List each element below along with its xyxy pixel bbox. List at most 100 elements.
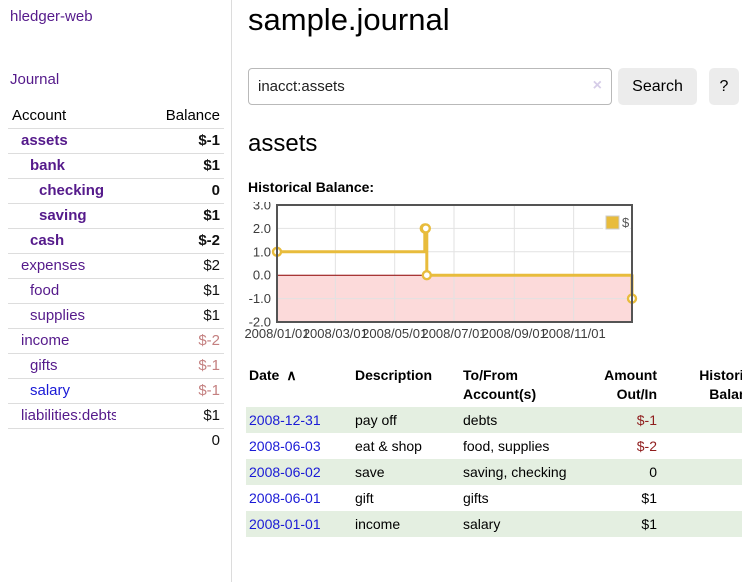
register-row: 2008-01-01 income salary $1 $1 xyxy=(246,511,742,537)
y-tick-label: 3.0 xyxy=(253,202,271,213)
accounts-header-row: Account Balance xyxy=(8,104,224,129)
sidebar: hledger-web Journal Account Balance asse… xyxy=(0,0,232,582)
account-row: liabilities:debts $1 xyxy=(8,403,224,429)
transaction-balance: $2 xyxy=(663,459,742,485)
clear-search-icon[interactable]: × xyxy=(592,77,602,94)
chart-title: Historical Balance: xyxy=(248,179,375,195)
account-balance: $-2 xyxy=(116,328,224,354)
account-link[interactable]: food xyxy=(30,282,60,299)
account-link[interactable]: checking xyxy=(39,182,105,199)
search-input-wrap: × xyxy=(248,68,612,105)
account-heading: assets xyxy=(248,130,318,157)
x-tick-label: 2008/09/01 xyxy=(482,326,547,341)
x-tick-label: 2008/07/01 xyxy=(421,326,486,341)
transaction-amount: $1 xyxy=(641,516,657,532)
search-button[interactable]: Search xyxy=(618,68,697,105)
account-row: cash $-2 xyxy=(8,228,224,254)
accounts-total-spacer xyxy=(8,428,116,453)
transaction-date-link[interactable]: 2008-12-31 xyxy=(249,412,321,428)
account-balance: $1 xyxy=(116,203,224,229)
y-tick-label: 0.0 xyxy=(253,268,271,283)
account-link[interactable]: income xyxy=(21,332,70,349)
account-link[interactable]: saving xyxy=(39,207,87,224)
app-brand-link[interactable]: hledger-web xyxy=(10,8,93,25)
y-tick-label: -1.0 xyxy=(249,291,271,306)
account-link[interactable]: assets xyxy=(21,132,68,149)
transaction-date-link[interactable]: 2008-01-01 xyxy=(249,516,321,532)
legend-swatch xyxy=(605,215,620,230)
transaction-description: gift xyxy=(355,490,374,506)
transaction-balance: $1 xyxy=(663,511,742,537)
account-row: checking 0 xyxy=(8,178,224,204)
accounts-table-body: assets $-1 bank $1 checking 0 saving $1 cash $-2 e… xyxy=(8,128,224,429)
sidebar-item-journal[interactable]: Journal xyxy=(10,71,60,88)
x-tick-label: 2008/01/01 xyxy=(244,326,309,341)
account-balance: $1 xyxy=(116,303,224,329)
transaction-description: income xyxy=(355,516,401,532)
account-row: assets $-1 xyxy=(8,128,224,154)
transaction-amount: $1 xyxy=(641,490,657,506)
register-table: Date ∧ Description To/From Account(s) Amo… xyxy=(246,363,742,537)
transaction-description: save xyxy=(355,464,385,480)
account-link[interactable]: liabilities:debts xyxy=(21,407,116,424)
account-balance: $-2 xyxy=(116,228,224,254)
y-tick-label: -2.0 xyxy=(249,315,271,330)
register-header-description: Description xyxy=(355,367,433,383)
transaction-date-link[interactable]: 2008-06-01 xyxy=(249,490,321,506)
register-header-amount: Amount Out/In xyxy=(604,367,657,402)
account-row: income $-2 xyxy=(8,328,224,354)
account-link[interactable]: expenses xyxy=(21,257,86,274)
account-balance: $1 xyxy=(116,153,224,179)
account-row: gifts $-1 xyxy=(8,353,224,379)
account-balance: $2 xyxy=(116,253,224,279)
transaction-date-link[interactable]: 2008-06-02 xyxy=(249,464,321,480)
transaction-description: eat & shop xyxy=(355,438,422,454)
search-input[interactable] xyxy=(248,68,612,105)
y-tick-label: 2.0 xyxy=(253,221,271,236)
register-row: 2008-06-02 save saving, checking 0 $2 xyxy=(246,459,742,485)
x-tick-label: 2008/03/01 xyxy=(303,326,368,341)
transaction-date-link[interactable]: 2008-06-03 xyxy=(249,438,321,454)
account-balance: $-1 xyxy=(116,128,224,154)
account-balance: 0 xyxy=(116,178,224,204)
accounts-total-value: 0 xyxy=(116,428,224,453)
register-header-row: Date ∧ Description To/From Account(s) Amo… xyxy=(246,363,742,407)
search-row: × Search ? xyxy=(248,68,742,105)
account-link[interactable]: supplies xyxy=(30,307,86,324)
register-table-body: 2008-12-31 pay off debts $-1 $-1 2008-06-03 ea… xyxy=(246,407,742,537)
account-row: bank $1 xyxy=(8,153,224,179)
account-row: salary $-1 xyxy=(8,378,224,404)
transaction-balance: $-1 xyxy=(663,407,742,433)
accounts-table: Account Balance assets $-1 bank $1 checking 0… xyxy=(8,104,224,453)
data-point-marker xyxy=(421,269,433,281)
x-tick-label: 2008/11/01 xyxy=(542,326,606,341)
x-tick-label: 2008/05/01 xyxy=(362,326,427,341)
accounts-total-row: 0 xyxy=(8,428,224,453)
account-link[interactable]: cash xyxy=(30,232,65,249)
chart-wrap: $3.0 2.0 1.0 0.0 -1.0 -2.0 2008/01/01 2008/03/0… xyxy=(243,198,742,346)
account-balance: $1 xyxy=(116,278,224,304)
account-link[interactable]: bank xyxy=(30,157,66,174)
account-link[interactable]: salary xyxy=(30,382,71,399)
register-row: 2008-12-31 pay off debts $-1 $-1 xyxy=(246,407,742,433)
transaction-amount: 0 xyxy=(649,464,657,480)
account-row: saving $1 xyxy=(8,203,224,229)
accounts-header-balance: Balance xyxy=(116,104,224,129)
transaction-balance: $2 xyxy=(663,485,742,511)
register-header-date[interactable]: Date ∧ xyxy=(249,367,297,383)
transaction-balance: 0 xyxy=(663,433,742,459)
transaction-amount: $-2 xyxy=(636,438,657,454)
transaction-description: pay off xyxy=(355,412,397,428)
register-row: 2008-06-03 eat & shop food, supplies $-2 0 xyxy=(246,433,742,459)
data-point-marker xyxy=(420,223,432,234)
page-title: sample.journal xyxy=(248,2,450,37)
transaction-accounts: food, supplies xyxy=(463,438,550,454)
transaction-amount: $-1 xyxy=(636,412,657,428)
account-balance: $-1 xyxy=(116,378,224,404)
register-header-accounts: To/From Account(s) xyxy=(463,367,537,402)
account-balance: $-1 xyxy=(116,353,224,379)
account-link[interactable]: gifts xyxy=(30,357,58,374)
transaction-accounts: saving, checking xyxy=(463,464,567,480)
account-row: expenses $2 xyxy=(8,253,224,279)
help-button[interactable]: ? xyxy=(709,68,739,105)
